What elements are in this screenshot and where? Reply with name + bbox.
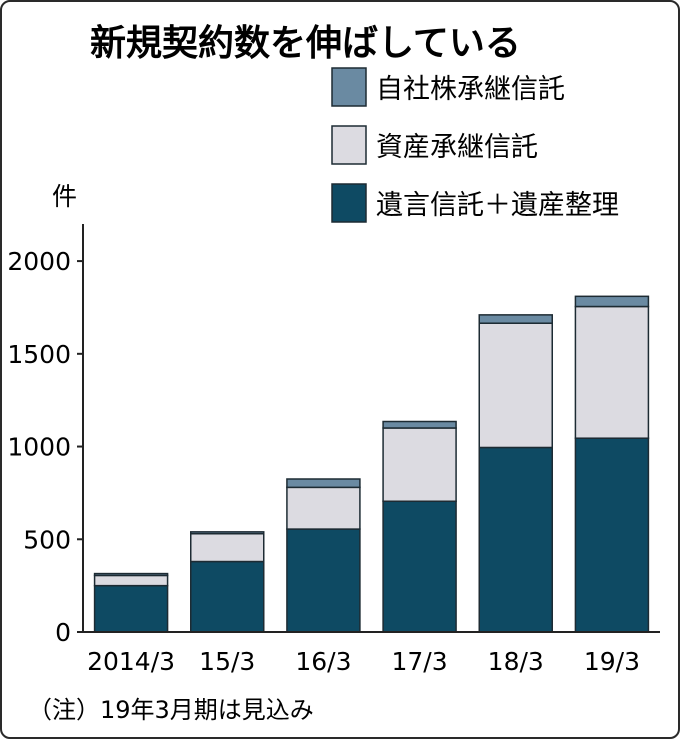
y-tick-label: 0 bbox=[55, 618, 71, 647]
x-tick-label: 18/3 bbox=[488, 647, 544, 676]
bar-segment-1-3 bbox=[286, 528, 361, 633]
bar-segment-1-1 bbox=[93, 584, 169, 633]
y-axis-ticks: 0 500 1000 1500 2000 bbox=[7, 247, 83, 647]
x-tick-label: 17/3 bbox=[392, 647, 448, 676]
bar-segment-3-4 bbox=[382, 420, 457, 429]
bar-segment-3-5 bbox=[478, 314, 553, 324]
y-axis-unit: 件 bbox=[52, 182, 77, 211]
bar-segment-3-1 bbox=[93, 572, 169, 577]
bar-segment-2-4 bbox=[382, 427, 457, 503]
legend-swatch bbox=[331, 183, 367, 223]
x-axis-labels: 2014/3 15/3 16/3 17/3 18/3 19/3 bbox=[87, 647, 640, 676]
bar-segment-2-5 bbox=[478, 322, 553, 449]
legend-label: 資産承継信託 bbox=[376, 132, 538, 163]
bar-segment-3-2 bbox=[190, 531, 265, 535]
x-tick-label: 15/3 bbox=[199, 647, 255, 676]
bar-segment-2-3 bbox=[286, 486, 361, 530]
y-tick-label: 500 bbox=[23, 525, 71, 554]
x-tick-label: 19/3 bbox=[584, 647, 640, 676]
bars bbox=[93, 295, 650, 633]
y-tick-label: 2000 bbox=[7, 247, 71, 276]
bar-segment-1-5 bbox=[478, 446, 553, 633]
bar-segment-3-6 bbox=[574, 295, 650, 308]
legend-label: 遺言信託＋遺産整理 bbox=[376, 190, 619, 221]
bar-segment-2-2 bbox=[190, 532, 265, 563]
bar-segment-3-3 bbox=[286, 478, 361, 489]
footnote: （注）19年3月期は見込み bbox=[28, 696, 314, 724]
x-tick-label: 2014/3 bbox=[87, 647, 175, 676]
bar-segment-1-4 bbox=[382, 500, 457, 633]
bar-segment-2-1 bbox=[93, 574, 169, 587]
x-tick-label: 16/3 bbox=[295, 647, 351, 676]
chart-title: 新規契約数を伸ばしている bbox=[90, 23, 521, 64]
bar-segment-1-6 bbox=[574, 437, 650, 633]
legend-swatch bbox=[331, 125, 367, 165]
bar-segment-1-2 bbox=[190, 560, 265, 633]
y-tick-label: 1500 bbox=[7, 340, 71, 369]
bar-segment-2-6 bbox=[574, 305, 650, 439]
legend-label: 自社株承継信託 bbox=[376, 74, 565, 105]
legend-swatch bbox=[331, 67, 367, 107]
y-tick-label: 1000 bbox=[7, 433, 71, 462]
